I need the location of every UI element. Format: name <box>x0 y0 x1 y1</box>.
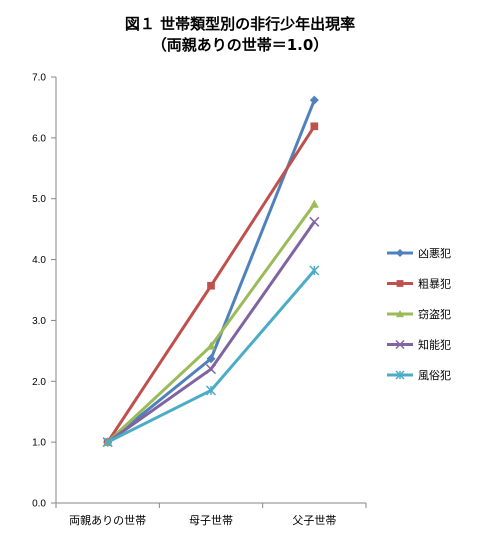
data-point <box>102 437 113 448</box>
data-point <box>309 265 320 276</box>
y-tick-label: 4.0 <box>32 255 46 266</box>
legend-item: 凶悪犯 <box>387 247 451 260</box>
y-tick-label: 6.0 <box>32 133 46 144</box>
series-line <box>106 220 316 444</box>
data-point <box>309 95 319 105</box>
legend-label: 凶悪犯 <box>418 247 451 260</box>
legend-label: 粗暴犯 <box>418 278 451 291</box>
y-tick-label: 3.0 <box>32 316 46 327</box>
legend-item: 風俗犯 <box>387 369 451 382</box>
marker-stroke <box>205 364 217 375</box>
axes: 0.0 1.0 2.0 3.0 4.0 5.0 6.0 7.0 両親ありの世帯 母子世帯 父子世帯 <box>32 73 367 527</box>
data-point <box>395 339 405 350</box>
data-point <box>206 354 216 364</box>
y-tick-label: 0.0 <box>32 499 46 510</box>
series-line <box>106 203 316 444</box>
legend-label: 風俗犯 <box>418 369 451 382</box>
data-point <box>396 249 404 257</box>
marker-stroke <box>309 216 320 227</box>
legend-item: 粗暴犯 <box>387 278 451 291</box>
data-point <box>310 122 319 131</box>
y-tick-label: 2.0 <box>32 377 46 388</box>
data-point <box>309 216 320 227</box>
data-point <box>396 280 404 287</box>
x-category-label: 両親ありの世帯 <box>69 514 146 527</box>
series-1 <box>103 95 319 447</box>
chart-subtitle: （両親ありの世帯＝1.0） <box>151 36 329 54</box>
series-3 <box>103 199 319 446</box>
data-point <box>395 370 405 380</box>
legend-item: 知能犯 <box>387 338 451 352</box>
series-4 <box>102 216 320 448</box>
data-point <box>207 281 215 290</box>
data-point <box>396 310 404 318</box>
y-tick-label: 7.0 <box>32 73 46 84</box>
legend-item: 窃盗犯 <box>387 307 451 321</box>
series-5 <box>102 265 320 448</box>
x-category-label: 父子世帯 <box>292 514 336 527</box>
data-point <box>309 199 319 208</box>
x-category-label: 母子世帯 <box>189 514 233 527</box>
chart-title-block: 図１ 世帯類型別の非行少年出現率 （両親ありの世帯＝1.0） <box>0 14 480 56</box>
data-point <box>206 341 216 350</box>
series-layer <box>102 95 320 448</box>
data-point <box>205 364 217 375</box>
legend-label: 知能犯 <box>418 338 451 352</box>
y-tick-label: 1.0 <box>32 438 46 449</box>
legend-label: 窃盗犯 <box>418 307 451 321</box>
series-2 <box>103 122 319 446</box>
marker-stroke <box>395 339 405 350</box>
y-tick-label: 5.0 <box>32 194 46 205</box>
data-point <box>205 385 217 396</box>
chart-title: 図１ 世帯類型別の非行少年出現率 <box>124 15 356 33</box>
